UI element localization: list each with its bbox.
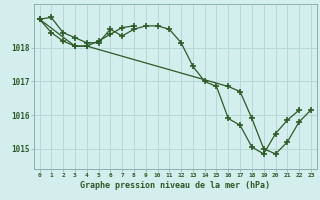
X-axis label: Graphe pression niveau de la mer (hPa): Graphe pression niveau de la mer (hPa) [80,181,270,190]
